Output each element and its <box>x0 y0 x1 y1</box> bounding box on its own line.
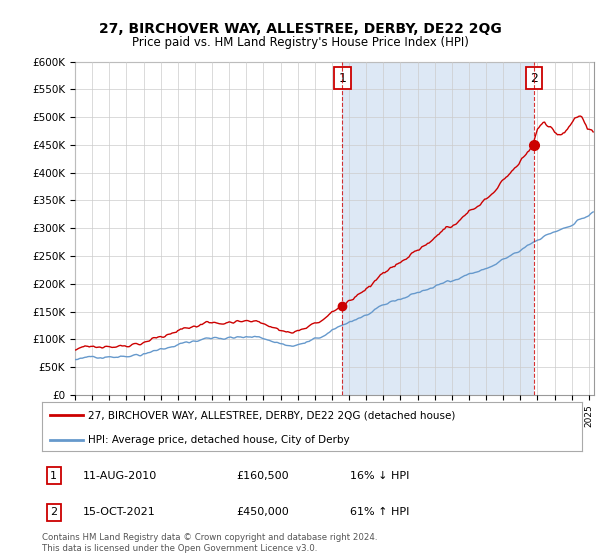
Text: 61% ↑ HPI: 61% ↑ HPI <box>350 507 409 517</box>
Text: 27, BIRCHOVER WAY, ALLESTREE, DERBY, DE22 2QG: 27, BIRCHOVER WAY, ALLESTREE, DERBY, DE2… <box>98 22 502 36</box>
Bar <box>342 62 534 395</box>
Text: 1: 1 <box>50 471 57 480</box>
Text: 2: 2 <box>50 507 57 517</box>
Text: HPI: Average price, detached house, City of Derby: HPI: Average price, detached house, City… <box>88 435 350 445</box>
Text: 2: 2 <box>530 72 538 85</box>
Text: £450,000: £450,000 <box>236 507 289 517</box>
Text: 16% ↓ HPI: 16% ↓ HPI <box>350 471 409 480</box>
Text: 27, BIRCHOVER WAY, ALLESTREE, DERBY, DE22 2QG (detached house): 27, BIRCHOVER WAY, ALLESTREE, DERBY, DE2… <box>88 410 455 421</box>
Text: 11-AUG-2010: 11-AUG-2010 <box>83 471 157 480</box>
Text: Price paid vs. HM Land Registry's House Price Index (HPI): Price paid vs. HM Land Registry's House … <box>131 36 469 49</box>
Text: 15-OCT-2021: 15-OCT-2021 <box>83 507 155 517</box>
Text: Contains HM Land Registry data © Crown copyright and database right 2024.
This d: Contains HM Land Registry data © Crown c… <box>42 533 377 553</box>
Text: 1: 1 <box>338 72 346 85</box>
Text: £160,500: £160,500 <box>236 471 289 480</box>
